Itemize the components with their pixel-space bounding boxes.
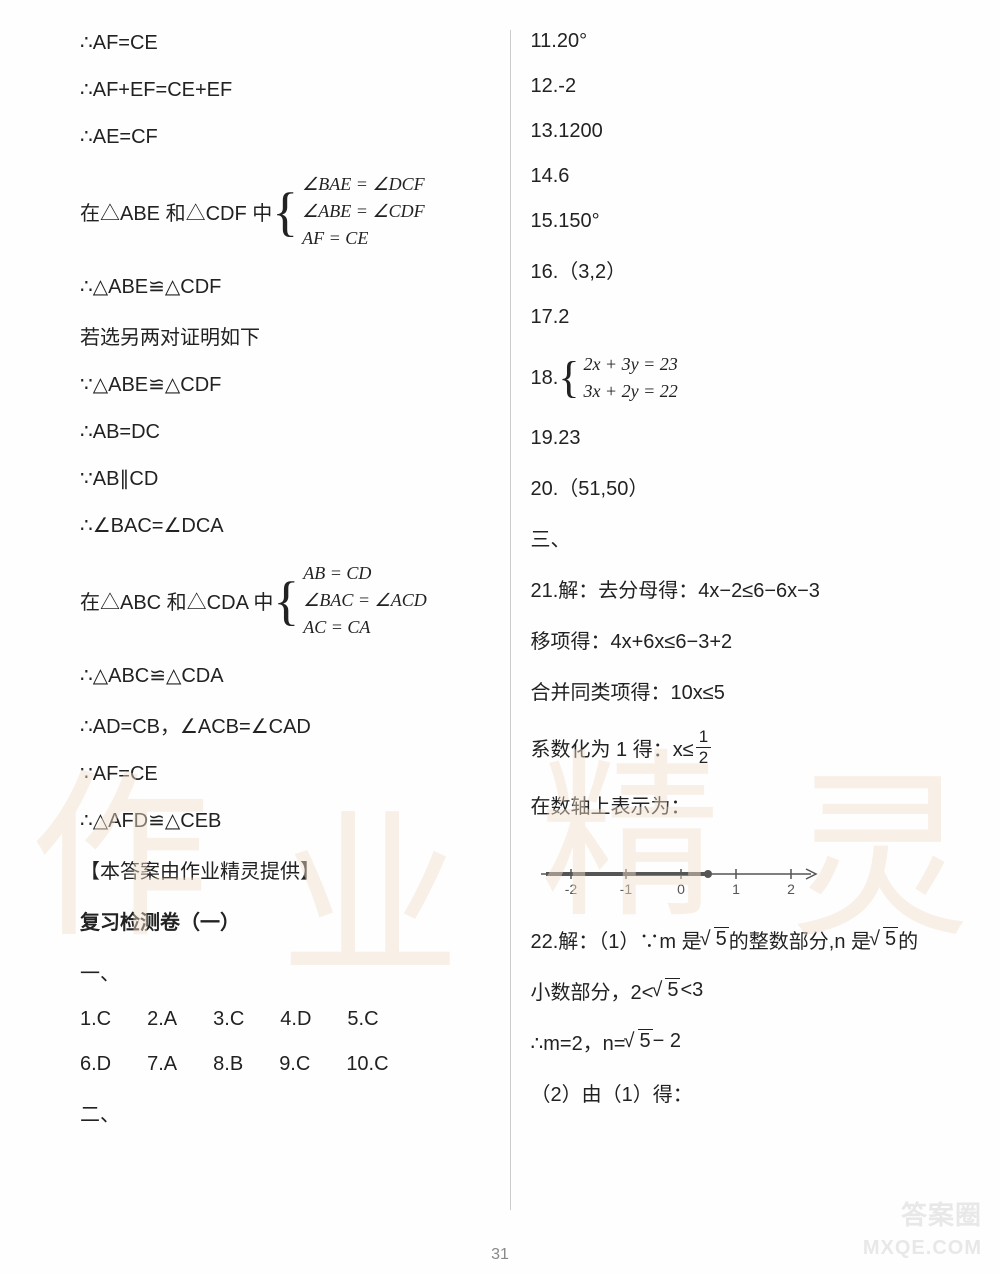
sqrt-icon: 5: [702, 928, 729, 951]
proof-line: ∵AF=CE: [80, 761, 490, 786]
svg-text:-2: -2: [564, 881, 577, 897]
solution-text: 22.解：（1）∵m 是: [531, 925, 702, 954]
proof-line: ∴AE=CF: [80, 124, 490, 149]
mc-answer: 4.D: [280, 1008, 311, 1031]
solution-text: 系数化为 1 得：x≤: [531, 733, 694, 762]
watermark-corner: 答案圈: [901, 1195, 982, 1232]
number-line: -2 -1 0 1 2: [531, 849, 941, 905]
solution-text: 的: [898, 925, 918, 954]
solution-line: 合并同类项得：10x≤5: [531, 676, 941, 705]
brace-row: AB = CD: [303, 560, 426, 587]
solution-text: <3: [680, 979, 703, 1002]
watermark-corner: MXQE.COM: [863, 1237, 982, 1260]
brace-row: ∠BAC = ∠ACD: [303, 587, 426, 614]
brace-row: 2x + 3y = 23: [583, 351, 677, 378]
solution-line: 在数轴上表示为：: [531, 790, 941, 819]
mc-row: 6.D 7.A 8.B 9.C 10.C: [80, 1053, 490, 1076]
proof-line: ∴△ABE≌△CDF: [80, 274, 490, 299]
section-label: 二、: [80, 1098, 490, 1127]
mc-answer: 8.B: [213, 1053, 243, 1076]
sqrt-icon: 5: [653, 979, 680, 1002]
answer-line: 15.150°: [531, 210, 941, 233]
mc-answer: 6.D: [80, 1053, 111, 1076]
left-brace-icon: {: [272, 185, 298, 239]
answer-line: 19.23: [531, 427, 941, 450]
left-brace-icon: {: [273, 574, 299, 628]
fraction-numerator: 1: [696, 727, 711, 748]
answer-line: 13.1200: [531, 120, 941, 143]
solution-text: ∴m=2，n=: [531, 1027, 626, 1056]
section-label: 三、: [531, 523, 941, 552]
proof-brace-line: 在△ABE 和△CDF 中 { ∠BAE = ∠DCF ∠ABE = ∠CDF …: [80, 171, 490, 252]
fraction-denominator: 2: [696, 748, 711, 768]
brace-group: { AB = CD ∠BAC = ∠ACD AC = CA: [273, 560, 426, 641]
solution-text: 小数部分，2<: [531, 976, 654, 1005]
proof-line: ∴∠BAC=∠DCA: [80, 513, 490, 538]
section-heading: 复习检测卷（一）: [80, 906, 490, 935]
answer-line: 14.6: [531, 165, 941, 188]
solution-line: 小数部分，2< 5 <3: [531, 976, 941, 1005]
proof-line: 若选另两对证明如下: [80, 321, 490, 350]
proof-line: ∵AB∥CD: [80, 466, 490, 491]
brace-row: ∠ABE = ∠CDF: [302, 198, 424, 225]
mc-answer: 5.C: [347, 1008, 378, 1031]
mc-answer: 7.A: [147, 1053, 177, 1076]
proof-line: ∴AF+EF=CE+EF: [80, 77, 490, 102]
svg-text:1: 1: [732, 881, 740, 897]
mc-answer: 9.C: [279, 1053, 310, 1076]
svg-text:0: 0: [677, 881, 685, 897]
page-columns: ∴AF=CE ∴AF+EF=CE+EF ∴AE=CF 在△ABE 和△CDF 中…: [80, 30, 940, 1210]
brace-prefix: 18.: [531, 367, 559, 390]
page-number: 31: [491, 1246, 509, 1264]
proof-line: ∴AD=CB，∠ACB=∠CAD: [80, 710, 490, 739]
left-brace-icon: {: [558, 356, 579, 400]
answer-line: 12.-2: [531, 75, 941, 98]
mc-answer: 10.C: [346, 1053, 388, 1076]
answer-line: 16.（3,2）: [531, 255, 941, 284]
right-column: 11.20° 12.-2 13.1200 14.6 15.150° 16.（3,…: [510, 30, 941, 1210]
brace-row: AF = CE: [302, 225, 424, 252]
brace-row: 3x + 2y = 22: [583, 378, 677, 405]
brace-row: AC = CA: [303, 614, 426, 641]
fraction: 1 2: [696, 727, 711, 768]
solution-text: 的整数部分,n 是: [729, 925, 871, 954]
proof-brace-line: 在△ABC 和△CDA 中 { AB = CD ∠BAC = ∠ACD AC =…: [80, 560, 490, 641]
sqrt-icon: 5: [626, 1030, 653, 1053]
brace-group: { ∠BAE = ∠DCF ∠ABE = ∠CDF AF = CE: [272, 171, 424, 252]
svg-text:2: 2: [787, 881, 795, 897]
solution-line: （2）由（1）得：: [531, 1078, 941, 1107]
left-column: ∴AF=CE ∴AF+EF=CE+EF ∴AE=CF 在△ABE 和△CDF 中…: [80, 30, 510, 1210]
proof-line: ∴△AFD≌△CEB: [80, 808, 490, 833]
sqrt-icon: 5: [871, 928, 898, 951]
brace-prefix: 在△ABE 和△CDF 中: [80, 197, 272, 226]
proof-line: ∴AF=CE: [80, 30, 490, 55]
credit-line: 【本答案由作业精灵提供】: [80, 855, 490, 884]
mc-answer: 3.C: [213, 1008, 244, 1031]
solution-line: 22.解：（1）∵m 是 5 的整数部分,n 是 5 的: [531, 925, 941, 954]
mc-answer: 2.A: [147, 1008, 177, 1031]
solution-text: − 2: [653, 1030, 681, 1053]
solution-line: 移项得：4x+6x≤6−3+2: [531, 625, 941, 654]
solution-line: 21.解：去分母得：4x−2≤6−6x−3: [531, 574, 941, 603]
mc-row: 1.C 2.A 3.C 4.D 5.C: [80, 1008, 490, 1031]
proof-line: ∴AB=DC: [80, 419, 490, 444]
brace-prefix: 在△ABC 和△CDA 中: [80, 586, 273, 615]
proof-line: ∵△ABE≌△CDF: [80, 372, 490, 397]
section-label: 一、: [80, 957, 490, 986]
solution-line: 系数化为 1 得：x≤ 1 2: [531, 727, 941, 768]
answer-line: 20.（51,50）: [531, 472, 941, 501]
solution-line: ∴m=2，n= 5 − 2: [531, 1027, 941, 1056]
answer-line: 11.20°: [531, 30, 941, 53]
proof-line: ∴△ABC≌△CDA: [80, 663, 490, 688]
mc-answer: 1.C: [80, 1008, 111, 1031]
brace-row: ∠BAE = ∠DCF: [302, 171, 424, 198]
answer-line: 17.2: [531, 306, 941, 329]
answer-brace-line: 18. { 2x + 3y = 23 3x + 2y = 22: [531, 351, 941, 405]
brace-group: { 2x + 3y = 23 3x + 2y = 22: [558, 351, 677, 405]
svg-text:-1: -1: [619, 881, 632, 897]
